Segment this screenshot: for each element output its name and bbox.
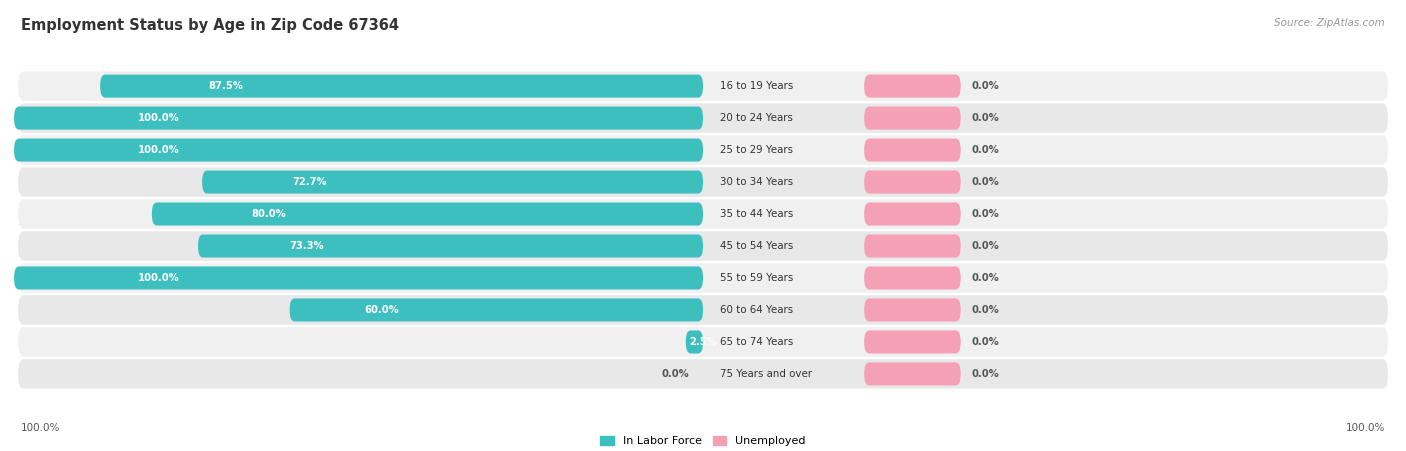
Text: 80.0%: 80.0% <box>252 209 285 219</box>
FancyBboxPatch shape <box>18 263 1388 293</box>
Text: 45 to 54 Years: 45 to 54 Years <box>720 241 793 251</box>
FancyBboxPatch shape <box>18 103 1388 133</box>
Text: 100.0%: 100.0% <box>138 113 180 123</box>
Text: 60.0%: 60.0% <box>364 305 399 315</box>
Text: 0.0%: 0.0% <box>972 177 1000 187</box>
FancyBboxPatch shape <box>18 359 1388 389</box>
FancyBboxPatch shape <box>18 71 1388 101</box>
FancyBboxPatch shape <box>202 170 703 193</box>
FancyBboxPatch shape <box>290 299 703 322</box>
Text: 0.0%: 0.0% <box>972 369 1000 379</box>
FancyBboxPatch shape <box>198 235 703 258</box>
Text: 30 to 34 Years: 30 to 34 Years <box>720 177 793 187</box>
Text: 0.0%: 0.0% <box>972 337 1000 347</box>
FancyBboxPatch shape <box>865 235 960 258</box>
FancyBboxPatch shape <box>865 202 960 226</box>
Legend: In Labor Force, Unemployed: In Labor Force, Unemployed <box>600 436 806 446</box>
Text: 75 Years and over: 75 Years and over <box>720 369 811 379</box>
Text: 0.0%: 0.0% <box>972 145 1000 155</box>
Text: 72.7%: 72.7% <box>292 177 328 187</box>
FancyBboxPatch shape <box>100 74 703 97</box>
Text: 0.0%: 0.0% <box>972 209 1000 219</box>
Text: 0.0%: 0.0% <box>972 241 1000 251</box>
FancyBboxPatch shape <box>865 106 960 129</box>
FancyBboxPatch shape <box>152 202 703 226</box>
Text: 60 to 64 Years: 60 to 64 Years <box>720 305 793 315</box>
FancyBboxPatch shape <box>14 138 703 161</box>
Text: 0.0%: 0.0% <box>972 81 1000 91</box>
FancyBboxPatch shape <box>865 267 960 290</box>
FancyBboxPatch shape <box>865 74 960 97</box>
Text: 20 to 24 Years: 20 to 24 Years <box>720 113 793 123</box>
Text: 100.0%: 100.0% <box>138 145 180 155</box>
Text: 87.5%: 87.5% <box>208 81 243 91</box>
FancyBboxPatch shape <box>14 267 703 290</box>
Text: 2.5%: 2.5% <box>689 337 717 347</box>
FancyBboxPatch shape <box>865 331 960 354</box>
FancyBboxPatch shape <box>18 295 1388 325</box>
Text: 0.0%: 0.0% <box>661 369 689 379</box>
Text: 0.0%: 0.0% <box>972 273 1000 283</box>
FancyBboxPatch shape <box>865 170 960 193</box>
Text: 73.3%: 73.3% <box>288 241 323 251</box>
FancyBboxPatch shape <box>18 167 1388 197</box>
FancyBboxPatch shape <box>865 138 960 161</box>
Text: 35 to 44 Years: 35 to 44 Years <box>720 209 793 219</box>
FancyBboxPatch shape <box>18 327 1388 357</box>
Text: 100.0%: 100.0% <box>21 423 60 433</box>
Text: 100.0%: 100.0% <box>1346 423 1385 433</box>
FancyBboxPatch shape <box>18 199 1388 229</box>
FancyBboxPatch shape <box>18 135 1388 165</box>
Text: 65 to 74 Years: 65 to 74 Years <box>720 337 793 347</box>
FancyBboxPatch shape <box>865 363 960 386</box>
Text: 25 to 29 Years: 25 to 29 Years <box>720 145 793 155</box>
Text: Employment Status by Age in Zip Code 67364: Employment Status by Age in Zip Code 673… <box>21 18 399 33</box>
Text: 55 to 59 Years: 55 to 59 Years <box>720 273 793 283</box>
FancyBboxPatch shape <box>14 106 703 129</box>
Text: Source: ZipAtlas.com: Source: ZipAtlas.com <box>1274 18 1385 28</box>
Text: 100.0%: 100.0% <box>138 273 180 283</box>
Text: 16 to 19 Years: 16 to 19 Years <box>720 81 793 91</box>
FancyBboxPatch shape <box>18 231 1388 261</box>
Text: 0.0%: 0.0% <box>972 113 1000 123</box>
FancyBboxPatch shape <box>865 299 960 322</box>
FancyBboxPatch shape <box>686 331 703 354</box>
Text: 0.0%: 0.0% <box>972 305 1000 315</box>
